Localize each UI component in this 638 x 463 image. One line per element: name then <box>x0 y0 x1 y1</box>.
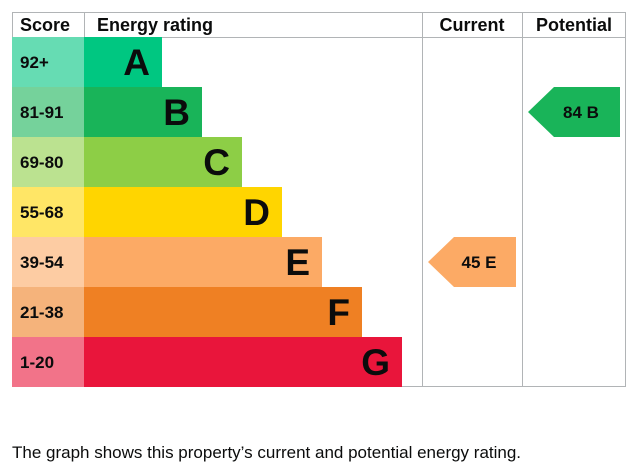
potential-rating-arrow <box>528 87 620 137</box>
rating-letter-e: E <box>285 242 310 283</box>
rating-bar-c <box>84 137 242 187</box>
rating-bar-f <box>84 287 362 337</box>
score-label-c: 69-80 <box>20 153 63 172</box>
rating-letter-a: A <box>123 42 150 83</box>
rating-letter-c: C <box>203 142 230 183</box>
header-current: Current <box>439 15 504 35</box>
epc-chart: Score Energy rating Current Potential 92+ A 81… <box>12 12 626 387</box>
score-label-g: 1-20 <box>20 353 54 372</box>
score-cell-e <box>12 237 84 287</box>
header-potential: Potential <box>536 15 612 35</box>
rating-bar-g <box>84 337 402 387</box>
rating-bar-b <box>84 87 202 137</box>
rating-letter-b: B <box>163 92 190 133</box>
score-label-a: 92+ <box>20 53 49 72</box>
score-label-f: 21-38 <box>20 303 63 322</box>
current-rating-arrow <box>428 237 516 287</box>
rating-letter-d: D <box>243 192 270 233</box>
score-label-b: 81-91 <box>20 103 63 122</box>
header-score: Score <box>20 15 70 35</box>
score-label-d: 55-68 <box>20 203 63 222</box>
score-cell-f <box>12 287 84 337</box>
score-cell-d <box>12 187 84 237</box>
score-cell-c <box>12 137 84 187</box>
chart-caption: The graph shows this property’s current … <box>12 443 522 462</box>
rating-bar-d <box>84 187 282 237</box>
rating-bar-e <box>84 237 322 287</box>
rating-letter-g: G <box>361 342 390 383</box>
score-label-e: 39-54 <box>20 253 64 272</box>
current-rating-label: 45 E <box>462 253 497 272</box>
score-cell-a <box>12 37 84 87</box>
score-cell-b <box>12 87 84 137</box>
rating-letter-f: F <box>327 292 350 333</box>
potential-rating-label: 84 B <box>563 103 599 122</box>
rating-bar-a <box>84 37 162 87</box>
header-energy-rating: Energy rating <box>97 15 213 35</box>
score-cell-g <box>12 337 84 387</box>
